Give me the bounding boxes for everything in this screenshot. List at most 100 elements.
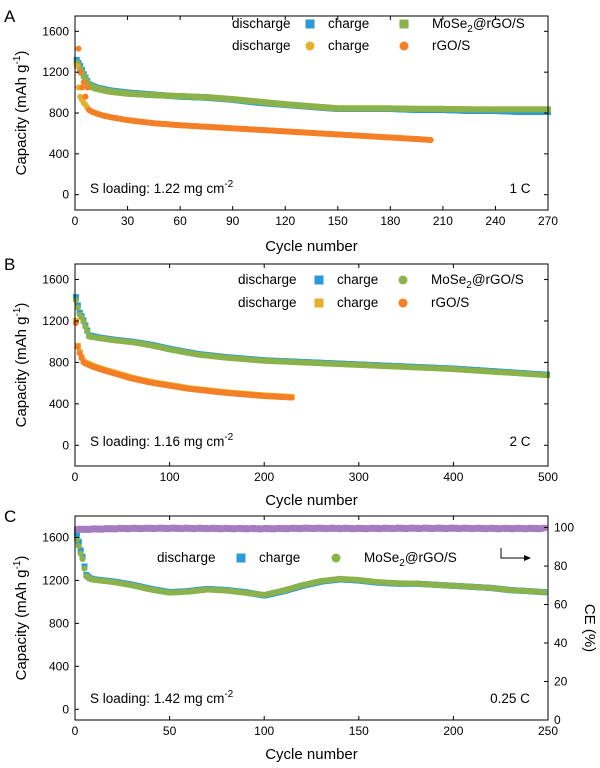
data-point — [80, 73, 87, 80]
x-tick-label: 120 — [275, 214, 295, 228]
data-point — [80, 79, 87, 86]
data-point — [544, 372, 551, 379]
legend-label: discharge — [157, 550, 216, 565]
y2-tick-label: 100 — [554, 521, 574, 535]
legend-marker — [305, 19, 315, 29]
data-point — [82, 323, 89, 330]
rate-label: 0.25 C — [490, 691, 530, 706]
legend-series-name: rGO/S — [432, 38, 470, 53]
legend-marker — [305, 41, 315, 51]
y2-tick-label: 40 — [554, 636, 568, 650]
legend-marker — [398, 275, 408, 285]
data-point — [75, 45, 82, 52]
y-tick-label: 1600 — [42, 530, 69, 544]
legend: discharge charge MoSe2@rGO/S — [157, 550, 457, 569]
legend-marker — [399, 41, 409, 51]
series-2 — [73, 524, 548, 533]
y-tick-label: 800 — [49, 355, 69, 369]
data-point — [73, 532, 80, 539]
plot-frame — [74, 263, 549, 467]
y-tick-label: 1200 — [42, 573, 69, 587]
x-tick-label: 150 — [349, 724, 369, 738]
legend-label: discharge — [238, 295, 297, 310]
legend-row: discharge charge MoSe2@rGO/S — [157, 550, 457, 569]
legend-marker — [314, 275, 324, 285]
x-tick-label: 270 — [538, 214, 558, 228]
series-3 — [72, 320, 295, 401]
y-tick-label: 400 — [49, 397, 69, 411]
y-tick-label: 1200 — [42, 314, 69, 328]
plot-frame — [74, 515, 549, 721]
x-tick-label: 100 — [254, 724, 274, 738]
data-point — [79, 84, 86, 91]
y-tick-label: 1600 — [42, 273, 69, 287]
x-tick-label: 180 — [380, 214, 400, 228]
data-point — [72, 294, 79, 301]
y-tick-label: 1200 — [42, 65, 69, 79]
panel-letter: C — [4, 507, 16, 526]
x-axis-label: Cycle number — [265, 746, 358, 763]
data-point — [74, 343, 81, 350]
x-tick-label: 210 — [433, 214, 453, 228]
data-point — [84, 79, 91, 86]
data-point — [84, 84, 91, 91]
panel-a: A 0 30 60 90 120 150 180 210 240 270 Cycle number 0 4… — [4, 7, 558, 255]
data-point — [81, 565, 88, 572]
series-1 — [72, 297, 551, 379]
loading-annotation: S loading: 1.16 mg cm-2 — [90, 432, 234, 449]
plot-area — [73, 45, 551, 144]
panel-letter: B — [4, 255, 15, 274]
series-1 — [73, 536, 548, 598]
y-tick-label: 1600 — [42, 24, 69, 38]
legend-label: charge — [259, 550, 300, 565]
data-point — [82, 76, 89, 83]
data-point — [75, 543, 82, 550]
x-tick-label: 400 — [443, 470, 463, 484]
data-point — [288, 394, 295, 401]
loading-annotation: S loading: 1.42 mg cm-2 — [90, 689, 234, 706]
y2-tick-label: 80 — [554, 559, 568, 573]
x-axis: 0 100 200 300 400 500 Cycle number — [72, 264, 558, 509]
rate-label: 1 C — [509, 181, 530, 196]
data-point — [82, 93, 89, 100]
x-tick-label: 240 — [485, 214, 505, 228]
y-axis-label: Capacity (mAh g-1) — [12, 303, 30, 428]
legend: discharge charge MoSe2@rGO/S discharge charg… — [232, 16, 525, 53]
series-3 — [75, 45, 434, 144]
y2-tick-label: 0 — [554, 713, 561, 727]
data-point — [77, 66, 84, 73]
x-tick-label: 50 — [163, 724, 177, 738]
legend-marker — [314, 298, 324, 308]
data-point — [72, 320, 79, 327]
legend-row: discharge charge rGO/S — [238, 295, 469, 310]
legend-marker — [398, 298, 408, 308]
data-point — [541, 589, 548, 596]
legend-label: discharge — [232, 16, 291, 31]
legend-label: discharge — [238, 272, 297, 287]
y-tick-label: 800 — [49, 106, 69, 120]
legend-label: charge — [328, 38, 369, 53]
x-axis: 0 50 100 150 200 250 Cycle number — [72, 516, 558, 763]
legend-row: discharge charge MoSe2@rGO/S — [232, 16, 525, 35]
loading-annotation: S loading: 1.22 mg cm-2 — [90, 179, 234, 196]
y-axis: 0 400 800 1200 1600 Capacity (mAh g-1) — [12, 530, 79, 716]
data-point — [427, 137, 434, 144]
ce-arrow-line — [500, 548, 525, 559]
legend-series-name: MoSe2@rGO/S — [431, 272, 524, 291]
data-point — [77, 550, 84, 557]
legend-series-name: rGO/S — [431, 295, 469, 310]
x-axis-label: Cycle number — [265, 492, 358, 509]
x-axis-label: Cycle number — [265, 238, 358, 255]
y-axis-label: Capacity (mAh g-1) — [12, 556, 30, 681]
plot-area — [73, 524, 548, 599]
y-axis: 0 400 800 1200 1600 Capacity (mAh g-1) — [12, 24, 548, 202]
x-tick-label: 0 — [72, 724, 79, 738]
y2-axis: 0 20 40 60 80 100 CE (%) — [544, 521, 598, 727]
y-axis-label: Capacity (mAh g-1) — [12, 51, 30, 176]
legend-marker — [331, 553, 341, 563]
legend-marker — [236, 553, 246, 563]
legend: discharge charge MoSe2@rGO/S discharge charg… — [238, 272, 524, 310]
data-point — [77, 547, 84, 554]
